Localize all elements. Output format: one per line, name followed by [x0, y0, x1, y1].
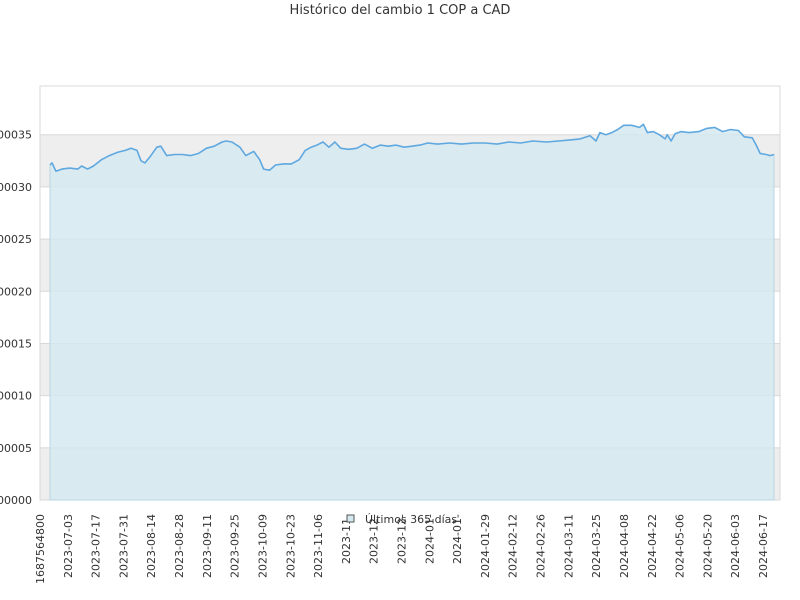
x-tick-label: 2024-04-22 — [646, 514, 659, 578]
x-tick-label: 2023-11-06 — [312, 514, 325, 578]
x-tick-label: 2023-09-11 — [201, 514, 214, 578]
x-tick-label: 2024-06-17 — [757, 514, 770, 578]
x-tick-label: 2023-10-09 — [257, 514, 270, 578]
legend: Últimos 365 días — [346, 513, 457, 526]
x-tick-label: 2024-04-08 — [618, 514, 631, 578]
y-tick-label: 0.000010 — [0, 390, 32, 403]
x-tick-label: 2024-05-06 — [674, 514, 687, 578]
x-tick-label: 2023-10-23 — [284, 514, 297, 578]
x-tick-label: 2024-01- — [451, 514, 464, 564]
series-area — [49, 123, 775, 501]
x-tick-label: 2024-03-25 — [590, 514, 603, 578]
x-tick-label: 2023-08-14 — [145, 514, 158, 578]
series-line — [49, 123, 775, 172]
y-tick-label: 0.000020 — [0, 285, 32, 298]
x-tick-label: 2023-07-31 — [117, 514, 130, 578]
x-tick-label: 2024-06-03 — [729, 514, 742, 578]
x-tick-label: 2023-07-03 — [62, 514, 75, 578]
x-tick-label: 2024-01- — [423, 514, 436, 564]
x-tick-label: 2023-12- — [396, 514, 409, 564]
x-tick-label: 2024-02-12 — [507, 514, 520, 578]
x-tick-label: 2024-01-29 — [479, 514, 492, 578]
x-tick-label: 2023-11- — [340, 514, 353, 564]
x-tick-label: 2024-02-26 — [535, 514, 548, 578]
x-tick-label: 2023-09-25 — [229, 514, 242, 578]
legend-swatch — [346, 514, 355, 523]
y-tick-label: 0.000030 — [0, 181, 32, 194]
x-tick-label: 2024-03-11 — [562, 514, 575, 578]
x-tick-label: 2023-08-28 — [173, 514, 186, 578]
legend-label: Últimos 365 días — [365, 513, 457, 526]
chart-title: Histórico del cambio 1 COP a CAD — [289, 3, 511, 18]
x-tick-label: 1687564800 — [34, 514, 47, 584]
x-tick-label: 2023-12- — [368, 514, 381, 564]
x-tick-label: 2024-05-20 — [701, 514, 714, 578]
x-tick-label: 2023-07-17 — [90, 514, 103, 578]
